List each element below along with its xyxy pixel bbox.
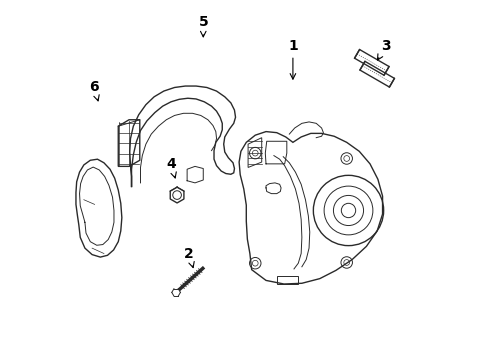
Text: 5: 5: [198, 15, 208, 37]
Text: 2: 2: [183, 247, 194, 267]
Text: 6: 6: [89, 80, 99, 101]
Text: 1: 1: [287, 39, 297, 79]
Text: 3: 3: [377, 39, 390, 60]
Text: 4: 4: [166, 157, 176, 178]
